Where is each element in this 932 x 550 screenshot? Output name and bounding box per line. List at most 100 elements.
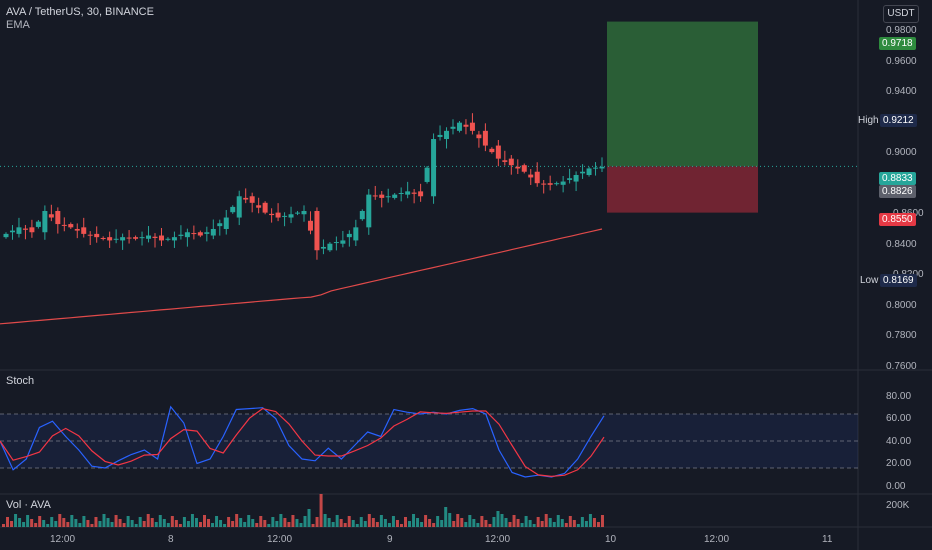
candle-body xyxy=(152,236,158,238)
volume-bar xyxy=(476,523,480,527)
candle-body xyxy=(107,237,113,241)
volume-bar xyxy=(231,521,235,527)
candle-body xyxy=(184,232,190,238)
volume-bar xyxy=(126,516,130,527)
price-tick: 0.7600 xyxy=(886,361,917,372)
volume-bar xyxy=(404,517,407,527)
volume-pane-title[interactable]: Vol · AVA xyxy=(6,499,51,511)
candle-body xyxy=(424,167,430,182)
candle-body xyxy=(191,233,197,235)
candle-body xyxy=(340,240,346,244)
volume-bar xyxy=(66,522,70,527)
candle-body xyxy=(450,126,456,129)
candle-body xyxy=(385,196,391,198)
time-label: 12:00 xyxy=(267,534,293,545)
candle-body xyxy=(359,210,365,220)
volume-bar xyxy=(122,523,126,527)
volume-bar xyxy=(339,519,343,527)
volume-bar xyxy=(315,517,319,527)
volume-bar xyxy=(456,514,460,527)
volume-bar xyxy=(331,522,335,527)
volume-bar xyxy=(182,517,186,527)
candle-body xyxy=(528,174,534,178)
volume-bar xyxy=(211,523,215,527)
volume-bar xyxy=(102,514,106,527)
candle-body xyxy=(366,194,372,228)
stoch-tick: 80.00 xyxy=(886,391,912,402)
volume-bar xyxy=(154,522,158,527)
volume-bar xyxy=(319,494,323,527)
volume-bar xyxy=(492,517,496,527)
volume-bar xyxy=(588,514,592,527)
volume-bar xyxy=(291,515,295,527)
candle-body xyxy=(61,224,67,226)
volume-bar xyxy=(186,521,190,527)
candle-body xyxy=(405,191,411,195)
candle-body xyxy=(463,124,469,127)
volume-bar xyxy=(118,519,122,527)
volume-bar xyxy=(142,521,146,527)
candle-body xyxy=(223,217,229,229)
candle-body xyxy=(392,194,398,198)
candle-body xyxy=(541,183,547,185)
volume-bar xyxy=(70,515,74,527)
candle-body xyxy=(567,178,573,180)
candle-body xyxy=(29,227,35,233)
volume-bar xyxy=(600,515,604,527)
candle-body xyxy=(333,242,339,244)
volume-bar xyxy=(219,520,223,527)
stoch-pane-title[interactable]: Stoch xyxy=(6,375,35,387)
volume-bar xyxy=(323,514,327,527)
volume-bar xyxy=(576,524,580,527)
volume-bar xyxy=(299,523,303,527)
volume-bar xyxy=(134,524,138,527)
volume-bar xyxy=(592,518,596,527)
candle-body xyxy=(554,183,560,185)
volume-bar xyxy=(166,523,170,527)
volume-bar xyxy=(263,520,267,527)
candle-body xyxy=(165,238,171,240)
volume-bar xyxy=(436,516,440,527)
volume-bar xyxy=(98,521,102,527)
candle-body xyxy=(586,168,592,176)
volume-bar xyxy=(106,518,110,527)
symbol-title: AVA / TetherUS, 30, BINANCE xyxy=(6,6,154,18)
candle-body xyxy=(379,194,385,198)
price-tick: 0.7800 xyxy=(886,330,917,341)
volume-tick: 200K xyxy=(886,500,910,511)
candle-body xyxy=(327,243,333,251)
volume-bar xyxy=(279,514,283,527)
volume-bar xyxy=(10,521,14,527)
volume-bar xyxy=(178,524,182,527)
time-label: 12:00 xyxy=(50,534,76,545)
volume-bar xyxy=(110,522,114,527)
candle-body xyxy=(113,238,119,240)
volume-bar xyxy=(391,516,395,527)
volume-bar xyxy=(347,516,351,527)
volume-bar xyxy=(239,518,243,527)
candle-body xyxy=(178,234,184,236)
price-tick: 0.9800 xyxy=(886,25,917,36)
candle-body xyxy=(256,205,262,208)
volume-bar xyxy=(130,520,134,527)
volume-bar xyxy=(86,520,90,527)
currency-button[interactable]: USDT xyxy=(883,5,919,23)
current-price-tag: 0.8833 xyxy=(879,172,916,185)
candle-body xyxy=(3,233,9,238)
stop-zone xyxy=(607,166,758,213)
candle-body xyxy=(431,139,437,197)
candle-body xyxy=(418,191,424,197)
volume-bar xyxy=(223,524,227,527)
volume-bar xyxy=(343,523,347,527)
volume-bar xyxy=(267,524,271,527)
symbol-legend[interactable]: AVA / TetherUS, 30, BINANCE EMA xyxy=(6,6,154,32)
candle-body xyxy=(94,233,100,238)
volume-bar xyxy=(560,519,564,527)
volume-bar xyxy=(512,515,516,527)
candle-body xyxy=(495,145,501,159)
ema-indicator-label[interactable]: EMA xyxy=(6,19,30,31)
volume-bar xyxy=(170,516,174,527)
volume-bar xyxy=(412,514,416,527)
volume-bar xyxy=(596,522,600,527)
